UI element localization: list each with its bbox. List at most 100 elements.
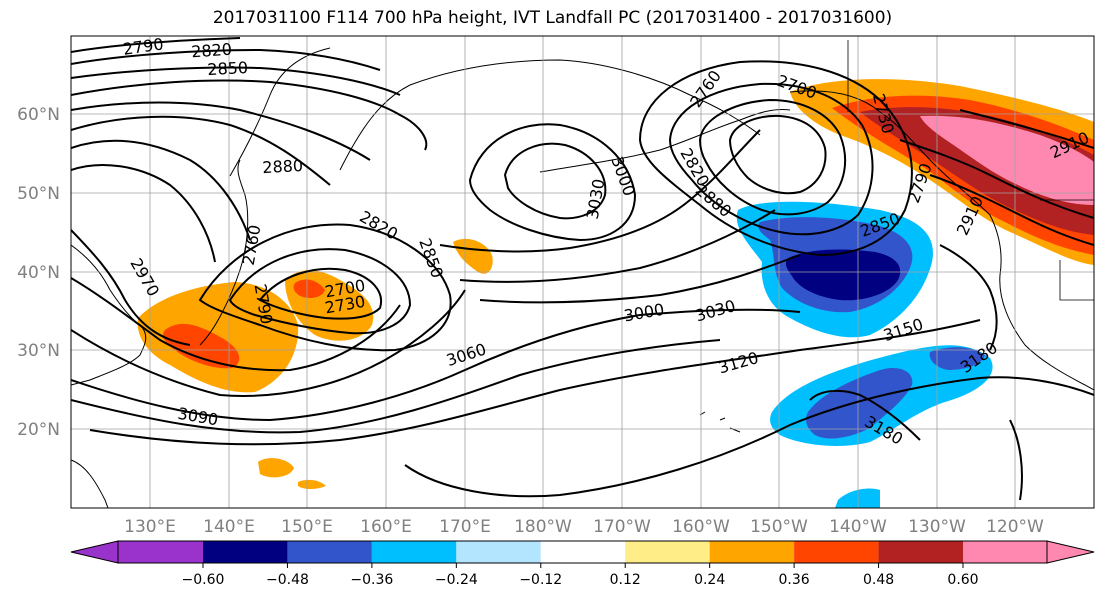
contour-line [809, 389, 921, 441]
lon-label: 120°W [986, 517, 1044, 537]
contour-line [479, 254, 801, 304]
contour-line [258, 267, 383, 320]
colorbar-cell [963, 541, 1047, 563]
map-panel: 2790 2820 2850 2880 2820 2850 2760 2790 … [70, 34, 1095, 509]
colorbar-tick-label: 0.12 [610, 572, 641, 588]
ivt-negative-region [929, 347, 985, 370]
ivt-negative-region [806, 367, 913, 439]
contour-line [668, 82, 874, 236]
contour-line [198, 223, 452, 352]
colorbar: −0.60 −0.48 −0.36 −0.24 −0.12 0.12 0.24 0.36 0.4… [70, 540, 1095, 588]
contour-line [468, 123, 637, 242]
colorbar-tick-label: 0.36 [779, 572, 810, 588]
lat-label: 30°N [17, 341, 60, 361]
colorbar-tick-label: 0.48 [863, 572, 894, 588]
contour-line [71, 339, 721, 434]
colorbar-cell [287, 541, 372, 563]
colorbar-tick-label: −0.60 [182, 572, 225, 588]
contour-line [899, 139, 1094, 219]
ivt-negative-region [835, 488, 880, 508]
political-borders [847, 40, 1094, 301]
contour-label: 2790 [122, 34, 165, 58]
lon-label: 140°W [829, 517, 887, 537]
latitude-labels: 60°N 50°N 40°N 30°N 20°N [17, 105, 60, 440]
map-title: 2017031100 F114 700 hPa height, IVT Land… [212, 8, 893, 28]
ivt-positive-core [293, 279, 325, 298]
coastline-kamchatka [229, 47, 331, 177]
contour-label: 2820 [191, 40, 233, 62]
colorbar-cell [794, 541, 879, 563]
colorbar-tick-label: −0.12 [519, 572, 562, 588]
lat-label: 50°N [17, 184, 60, 204]
contour-line [71, 277, 401, 372]
coastline-japan [199, 159, 249, 346]
coastline-arctic [339, 59, 761, 171]
ivt-positive-max [920, 115, 1094, 205]
contour-line [228, 248, 412, 335]
contour-line [71, 48, 381, 71]
lon-label: 170°E [439, 517, 491, 537]
coastline-philippines [71, 459, 109, 508]
ivt-positive-region [298, 479, 326, 489]
contour-line [71, 308, 801, 422]
map-frame [70, 35, 1095, 509]
colorbar-tick-label: 0.60 [947, 572, 978, 588]
colorbar-tick-label: 0.24 [694, 572, 725, 588]
colorbar-tick-label: −0.24 [435, 572, 478, 588]
contour-line [1009, 419, 1023, 501]
colorbar-cell [371, 541, 457, 563]
contour-line [698, 98, 847, 216]
height-contours [71, 37, 1094, 501]
contour-line [71, 115, 331, 186]
ivt-positive-region [258, 458, 294, 478]
contour-line [939, 244, 998, 351]
coastline-north-america [789, 90, 1094, 391]
lon-label: 130°W [908, 517, 966, 537]
contour-line [959, 109, 1094, 149]
colorbar-tick-label: −0.48 [266, 572, 309, 588]
contour-line [71, 289, 466, 397]
colorbar-cell [203, 541, 288, 563]
contour-line [71, 101, 371, 161]
ivt-positive-core [163, 323, 240, 369]
lon-label: 180°W [514, 517, 572, 537]
contour-line [71, 37, 241, 53]
colorbar-cell [709, 541, 795, 563]
colorbar-cells [117, 540, 1048, 564]
contour-line [404, 376, 1094, 498]
contour-line [929, 174, 1094, 246]
lon-label: 170°W [593, 517, 651, 537]
colorbar-cell [118, 541, 203, 563]
contour-line [71, 79, 428, 151]
colorbar-cell [625, 541, 710, 563]
lat-label: 40°N [17, 263, 60, 283]
contour-line [71, 66, 401, 96]
colorbar-ticks: −0.60 −0.48 −0.36 −0.24 −0.12 0.12 0.24 0.36 0.4… [182, 563, 979, 588]
contour-line [71, 229, 191, 346]
lon-label: 160°W [672, 517, 730, 537]
colorbar-cell [878, 541, 963, 563]
contour-label: 2850 [207, 58, 249, 79]
ivt-negative-core [785, 249, 901, 301]
lon-label: 130°E [124, 517, 176, 537]
colorbar-max-arrow [1046, 540, 1095, 564]
contour-line [71, 139, 251, 241]
lon-label: 150°W [750, 517, 808, 537]
contour-line [728, 114, 827, 195]
contour-line [89, 319, 981, 446]
contour-line [638, 60, 913, 257]
coastlines [71, 40, 1094, 508]
colorbar-cell [540, 541, 626, 563]
colorbar-min-arrow [70, 540, 119, 564]
contour-label: 2880 [262, 156, 304, 177]
colorbar-tick-label: −0.36 [350, 572, 393, 588]
lon-label: 140°E [203, 517, 255, 537]
lat-label: 20°N [17, 420, 60, 440]
lon-label: 150°E [281, 517, 333, 537]
longitude-labels: 130°E 140°E 150°E 160°E 170°E 180°W 170°… [124, 517, 1044, 537]
coastline-aleutians [539, 109, 791, 173]
colorbar-cell [456, 541, 541, 563]
lat-label: 60°N [17, 105, 60, 125]
lon-label: 160°E [360, 517, 412, 537]
